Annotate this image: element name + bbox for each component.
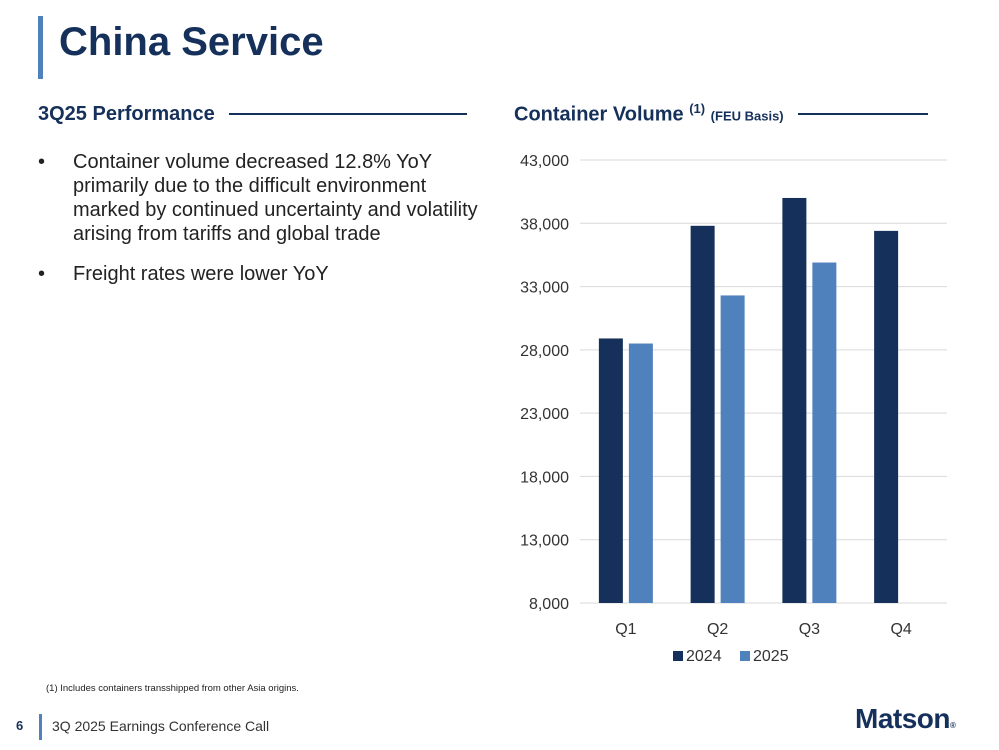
- volume-heading: Container Volume (1) (FEU Basis): [514, 101, 784, 127]
- container-volume-chart: 8,000 13,000 18,000 23,000 28,000 33,000 38,00…: [520, 153, 947, 665]
- bar-2024-q4: [874, 230, 899, 603]
- y-tick-label: 8,000: [529, 596, 569, 613]
- legend-swatch-2024: [673, 651, 683, 661]
- volume-heading-footnote-ref: (1): [689, 101, 706, 117]
- bar-2025-q3: [812, 262, 837, 603]
- bar-2025-q1: [628, 343, 653, 603]
- x-tick-label: Q2: [707, 621, 728, 638]
- bullet-freight-rates: Freight rates were lower YoY: [38, 262, 488, 286]
- legend-label-2025: 2025: [753, 648, 789, 665]
- volume-heading-text: Container Volume: [514, 103, 684, 126]
- y-tick-label: 38,000: [520, 216, 569, 233]
- bar-2024-q1: [598, 338, 623, 603]
- logo-registered-mark: ®: [950, 721, 956, 730]
- performance-bullet-list: Container volume decreased 12.8% YoY pri…: [38, 150, 488, 302]
- page-title: China Service: [59, 20, 324, 64]
- bar-2025-q2: [720, 295, 745, 603]
- volume-heading-rule: [797, 113, 928, 115]
- bar-2024-q2: [690, 225, 715, 603]
- x-tick-label: Q4: [890, 621, 911, 638]
- performance-heading-rule: [228, 113, 467, 115]
- bullet-volume: Container volume decreased 12.8% YoY pri…: [38, 150, 488, 246]
- title-accent-bar: [38, 16, 43, 79]
- legend-swatch-2025: [740, 651, 750, 661]
- volume-section-header: Container Volume (1) (FEU Basis): [514, 100, 928, 128]
- page-number: 6: [16, 718, 24, 733]
- x-tick-label: Q3: [799, 621, 820, 638]
- y-tick-label: 13,000: [520, 533, 569, 550]
- matson-logo: Matson®: [855, 703, 956, 735]
- y-tick-label: 23,000: [520, 406, 569, 423]
- performance-section-header: 3Q25 Performance: [38, 100, 467, 128]
- x-tick-label: Q1: [615, 621, 636, 638]
- y-tick-label: 28,000: [520, 343, 569, 360]
- footer-accent-bar: [39, 714, 42, 740]
- y-tick-label: 33,000: [520, 280, 569, 297]
- footer-text: 3Q 2025 Earnings Conference Call: [52, 718, 270, 734]
- logo-text: Matson: [855, 703, 951, 734]
- y-tick-label: 43,000: [520, 153, 569, 170]
- volume-heading-basis: (FEU Basis): [710, 108, 784, 124]
- legend-label-2024: 2024: [686, 648, 722, 665]
- footnote: (1) Includes containers transshipped fro…: [46, 683, 299, 694]
- y-tick-label: 18,000: [520, 469, 569, 486]
- performance-heading: 3Q25 Performance: [38, 102, 215, 125]
- bar-2024-q3: [782, 197, 807, 603]
